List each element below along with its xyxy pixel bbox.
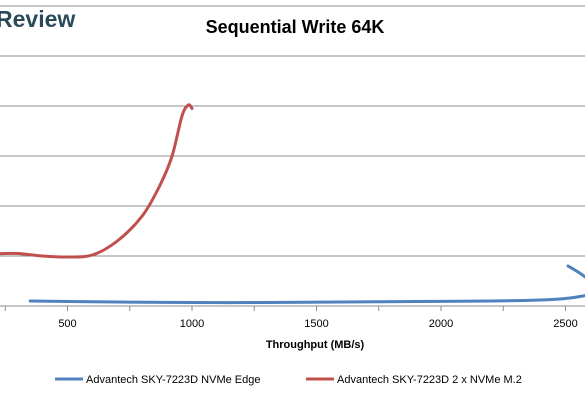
series-line: [566, 264, 585, 279]
series-line: [28, 293, 585, 305]
legend: Advantech SKY-7223D NVMe Edge Advantech S…: [55, 374, 522, 386]
x-tick-label: 500: [58, 318, 76, 330]
x-tick-label: 1000: [180, 318, 204, 330]
x-ticks: [4, 306, 566, 311]
chart-title: Sequential Write 64K: [206, 17, 385, 37]
brand-logo-text: Review: [0, 6, 75, 32]
series-layer: [0, 103, 585, 305]
x-tick-label: 1500: [304, 318, 328, 330]
x-tick-label: 2000: [429, 318, 453, 330]
legend-label: Advantech SKY-7223D 2 x NVMe M.2: [337, 374, 522, 386]
series-line: [0, 103, 194, 259]
x-tick-label: 2500: [553, 318, 577, 330]
x-axis-label: Throughput (MB/s): [266, 339, 365, 351]
x-tick-labels: 500 1000 1500 2000 2500: [58, 318, 577, 330]
y-gridlines: [0, 5, 585, 257]
legend-label: Advantech SKY-7223D NVMe Edge: [86, 374, 260, 386]
